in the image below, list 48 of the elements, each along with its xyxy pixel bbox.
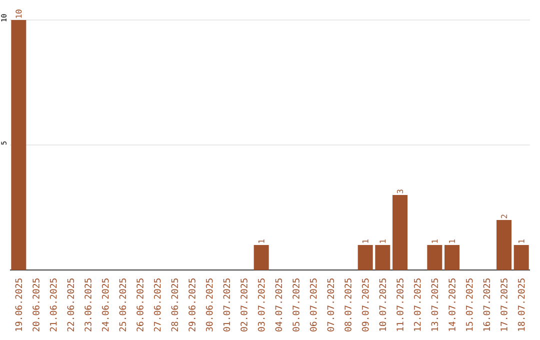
data-label: 1 (432, 240, 438, 243)
x-tick-label: 16.07.2025 (483, 278, 490, 331)
x-tick-label: 09.07.2025 (362, 278, 369, 332)
x-tick-label: 26.06.2025 (136, 278, 144, 332)
x-tick-label: 29.06.2025 (188, 278, 196, 332)
bar (254, 245, 269, 270)
x-tick-label: 22.06.2025 (67, 278, 74, 332)
x-tick-label: 24.06.2025 (102, 278, 109, 332)
bar (11, 20, 26, 270)
data-label: 1 (380, 240, 386, 243)
x-tick-label: 17.07.2025 (500, 278, 508, 331)
x-tick-label: 21.06.2025 (50, 278, 57, 332)
x-tick-label: 27.06.2025 (154, 278, 161, 332)
x-tick-label: 04.07.2025 (275, 278, 282, 332)
x-tick-label: 05.07.2025 (292, 278, 300, 332)
bar (496, 220, 512, 270)
bar (392, 195, 408, 270)
x-tick-label: 01.07.2025 (223, 278, 230, 332)
x-tick-label: 28.06.2025 (171, 278, 178, 332)
x-tick-label: 25.06.2025 (119, 278, 126, 332)
x-tick-label: 15.07.2025 (466, 278, 473, 331)
data-label: 2 (501, 214, 507, 218)
bar (514, 245, 529, 270)
data-label: 1 (518, 240, 524, 243)
bar (427, 245, 442, 270)
x-tick-label: 02.07.2025 (240, 278, 248, 332)
data-label: 10 (16, 10, 22, 18)
x-tick-label: 23.06.2025 (84, 278, 92, 332)
bar (444, 245, 460, 270)
data-label: 1 (362, 240, 368, 243)
x-tick-label: 19.06.2025 (15, 278, 22, 331)
bar (358, 245, 373, 270)
x-tick-label: 18.07.2025 (518, 278, 525, 331)
x-tick-label: 12.07.2025 (414, 278, 421, 331)
x-tick-label: 20.06.2025 (32, 278, 40, 332)
x-tick-label: 07.07.2025 (327, 278, 334, 332)
bar (375, 245, 390, 270)
data-label: 1 (449, 240, 455, 243)
x-tick-label: 10.07.2025 (379, 278, 386, 331)
x-tick-label: 30.06.2025 (206, 278, 213, 332)
x-tick-label: 14.07.2025 (448, 278, 456, 331)
x-tick-label: 08.07.2025 (344, 278, 352, 332)
x-tick-label: 06.07.2025 (310, 278, 317, 332)
x-tick-label: 03.07.2025 (258, 278, 265, 332)
data-label: 1 (258, 240, 264, 243)
x-tick-label: 11.07.2025 (396, 278, 404, 331)
data-label: 3 (396, 190, 404, 194)
x-tick-label: 13.07.2025 (431, 278, 438, 331)
